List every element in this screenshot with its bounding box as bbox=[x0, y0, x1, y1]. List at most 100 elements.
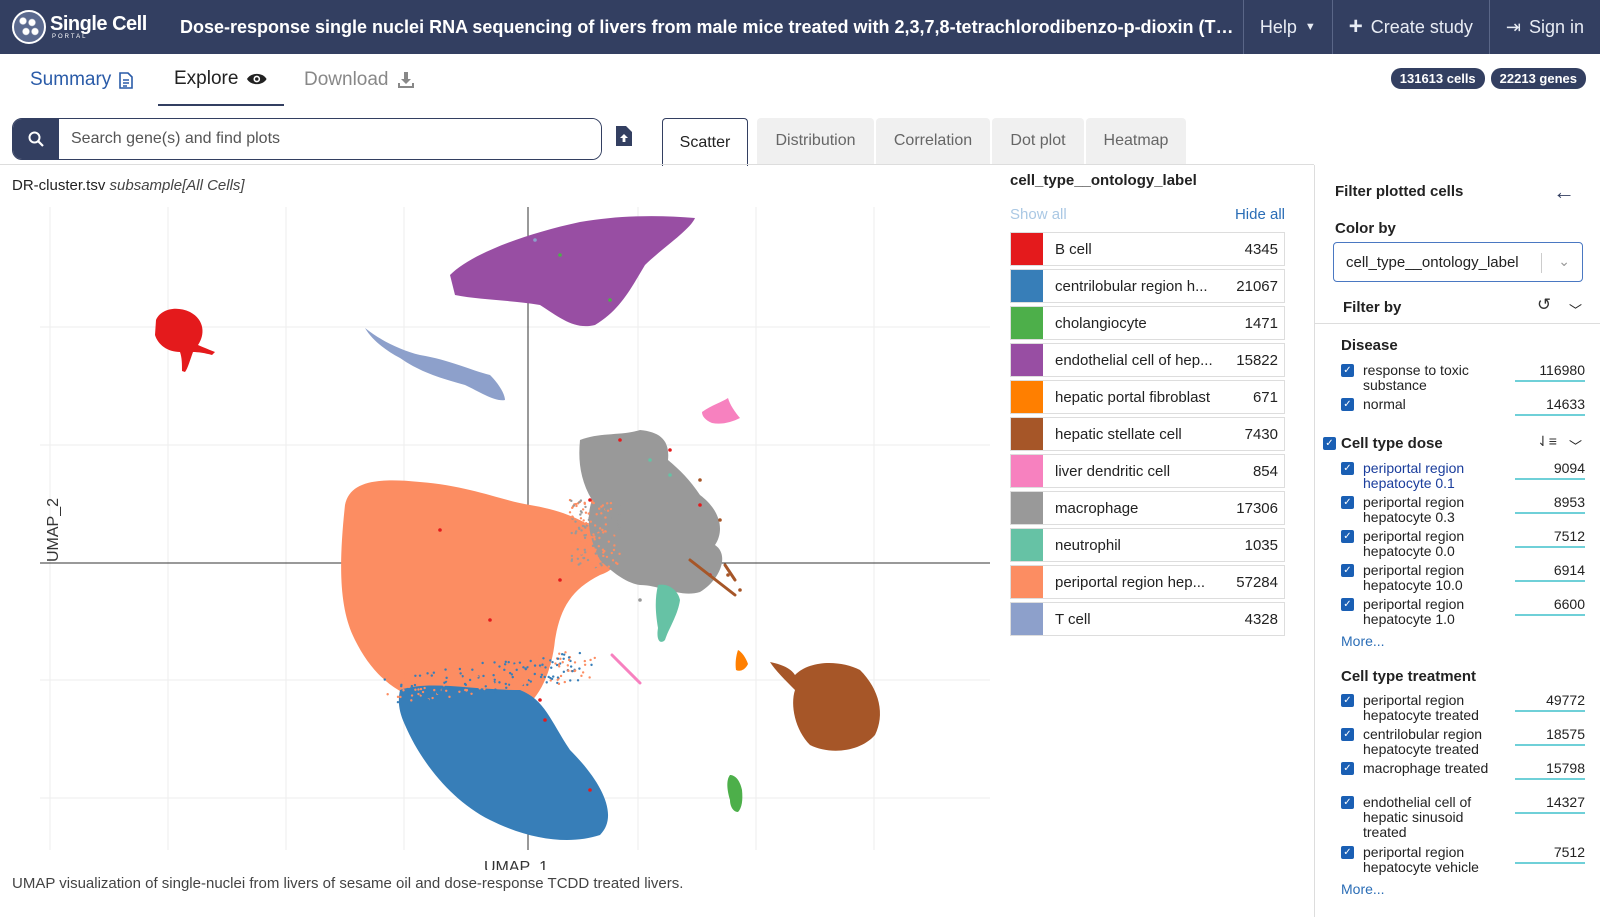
sign-in-button[interactable]: ⇥ Sign in bbox=[1489, 0, 1600, 54]
filter-option[interactable]: ✓ normal 14633 bbox=[1341, 397, 1591, 413]
legend-item[interactable]: neutrophil 1035 bbox=[1010, 528, 1285, 562]
filter-option[interactable]: ✓ periportal region hepatocyte 1.0 6600 bbox=[1341, 597, 1591, 629]
tab-correlation-label: Correlation bbox=[894, 132, 972, 150]
filter-option-label: periportal region hepatocyte 10.0 bbox=[1363, 563, 1508, 593]
tabs-divider bbox=[0, 164, 1314, 165]
legend-swatch bbox=[1011, 566, 1043, 598]
legend-swatch bbox=[1011, 492, 1043, 524]
filter-option-label: periportal region hepatocyte treated bbox=[1363, 693, 1508, 723]
filter-checkbox[interactable]: ✓ bbox=[1341, 462, 1354, 475]
filter-option[interactable]: ✓ periportal region hepatocyte 0.0 7512 bbox=[1341, 529, 1591, 561]
legend-item[interactable]: liver dendritic cell 854 bbox=[1010, 454, 1285, 488]
search-input[interactable] bbox=[59, 119, 601, 159]
portal-logo[interactable]: Single Cell PORTAL bbox=[0, 0, 176, 54]
tab-heatmap[interactable]: Heatmap bbox=[1086, 118, 1186, 164]
collapse-panel-button[interactable]: ← bbox=[1553, 179, 1575, 205]
legend-item[interactable]: macrophage 17306 bbox=[1010, 491, 1285, 525]
tab-summary-label: Summary bbox=[30, 69, 111, 91]
tab-scatter[interactable]: Scatter bbox=[662, 118, 748, 166]
logo-text: Single Cell bbox=[50, 14, 147, 34]
show-all-button[interactable]: Show all bbox=[1010, 206, 1067, 232]
filter-option[interactable]: ✓ periportal region hepatocyte 0.1 9094 bbox=[1341, 461, 1591, 493]
filter-checkbox[interactable]: ✓ bbox=[1341, 796, 1354, 809]
reset-filters-button[interactable]: ↺ bbox=[1537, 295, 1551, 315]
filter-checkbox[interactable]: ✓ bbox=[1341, 846, 1354, 859]
legend-item-count: 854 bbox=[1245, 463, 1284, 480]
sign-in-icon: ⇥ bbox=[1506, 17, 1521, 38]
filter-option[interactable]: ✓ response to toxic substance 116980 bbox=[1341, 363, 1591, 395]
filter-checkbox[interactable]: ✓ bbox=[1341, 564, 1354, 577]
umap-scatter-plot[interactable]: UMAP_1 UMAP_2 bbox=[0, 190, 990, 870]
filter-option[interactable]: ✓ endothelial cell of hepatic sinusoid tr… bbox=[1341, 795, 1591, 843]
study-title: Dose-response single nuclei RNA sequenci… bbox=[176, 17, 1243, 38]
dose-group-checkbox[interactable]: ✓ bbox=[1323, 437, 1336, 450]
tab-explore[interactable]: Explore bbox=[158, 54, 284, 106]
cluster-legend: cell_type__ontology_label Show all Hide … bbox=[1010, 172, 1285, 639]
file-upload-icon bbox=[616, 126, 632, 146]
tab-download[interactable]: Download bbox=[288, 54, 431, 106]
umap-clusters bbox=[155, 216, 880, 840]
color-by-select[interactable]: cell_type__ontology_label ⌄ bbox=[1333, 242, 1583, 282]
filter-checkbox[interactable]: ✓ bbox=[1341, 496, 1354, 509]
create-study-button[interactable]: + Create study bbox=[1332, 0, 1489, 54]
hide-all-button[interactable]: Hide all bbox=[1235, 206, 1285, 232]
help-menu-button[interactable]: Help ▼ bbox=[1243, 0, 1332, 54]
filter-option-count: 14327 bbox=[1515, 795, 1585, 814]
treatment-more-link[interactable]: More... bbox=[1341, 881, 1385, 897]
legend-swatch bbox=[1011, 233, 1043, 265]
filter-option-label: periportal region hepatocyte vehicle bbox=[1363, 845, 1508, 875]
filter-option[interactable]: ✓ periportal region hepatocyte 10.0 6914 bbox=[1341, 563, 1591, 595]
tab-summary[interactable]: Summary bbox=[14, 54, 149, 106]
legend-swatch bbox=[1011, 344, 1043, 376]
legend-swatch bbox=[1011, 270, 1043, 302]
filter-option[interactable]: ✓ macrophage treated 15798 bbox=[1341, 761, 1591, 793]
dose-group-title: Cell type dose bbox=[1341, 435, 1443, 452]
legend-item[interactable]: hepatic portal fibroblast 671 bbox=[1010, 380, 1285, 414]
filter-checkbox[interactable]: ✓ bbox=[1341, 728, 1354, 741]
filter-option[interactable]: ✓ centrilobular region hepatocyte treated… bbox=[1341, 727, 1591, 759]
filter-option[interactable]: ✓ periportal region hepatocyte vehicle 751… bbox=[1341, 845, 1591, 877]
filter-option-count: 18575 bbox=[1515, 727, 1585, 746]
filter-option-count: 15798 bbox=[1515, 761, 1585, 780]
legend-item[interactable]: B cell 4345 bbox=[1010, 232, 1285, 266]
legend-item[interactable]: centrilobular region h... 21067 bbox=[1010, 269, 1285, 303]
filter-checkbox[interactable]: ✓ bbox=[1341, 398, 1354, 411]
dose-more-link[interactable]: More... bbox=[1341, 633, 1385, 649]
create-study-label: Create study bbox=[1371, 17, 1473, 38]
chevron-down-icon: ﹀ bbox=[1569, 439, 1582, 454]
legend-item[interactable]: cholangiocyte 1471 bbox=[1010, 306, 1285, 340]
tab-dot-plot[interactable]: Dot plot bbox=[992, 118, 1084, 164]
filter-option-label: periportal region hepatocyte 0.0 bbox=[1363, 529, 1508, 559]
filter-checkbox[interactable]: ✓ bbox=[1341, 530, 1354, 543]
top-navbar: Single Cell PORTAL Dose-response single … bbox=[0, 0, 1600, 54]
filter-option-count: 9094 bbox=[1515, 461, 1585, 480]
tab-correlation[interactable]: Correlation bbox=[876, 118, 990, 164]
legend-item[interactable]: periportal region hep... 57284 bbox=[1010, 565, 1285, 599]
filter-checkbox[interactable]: ✓ bbox=[1341, 364, 1354, 377]
dose-collapse-button[interactable]: ﹀ bbox=[1569, 436, 1582, 455]
tab-download-label: Download bbox=[304, 69, 389, 91]
filter-panel-title: Filter plotted cells bbox=[1335, 183, 1463, 200]
legend-item-label: cholangiocyte bbox=[1043, 315, 1237, 332]
sort-button[interactable]: ⇃≡ bbox=[1537, 433, 1557, 450]
legend-item[interactable]: endothelial cell of hep... 15822 bbox=[1010, 343, 1285, 377]
filter-option[interactable]: ✓ periportal region hepatocyte 0.3 8953 bbox=[1341, 495, 1591, 527]
legend-swatch bbox=[1011, 603, 1043, 635]
tab-distribution[interactable]: Distribution bbox=[757, 118, 874, 164]
filter-option[interactable]: ✓ periportal region hepatocyte treated 497… bbox=[1341, 693, 1591, 725]
legend-item-label: hepatic stellate cell bbox=[1043, 426, 1237, 443]
legend-item[interactable]: hepatic stellate cell 7430 bbox=[1010, 417, 1285, 451]
legend-title: cell_type__ontology_label bbox=[1010, 172, 1285, 198]
upload-gene-list-button[interactable] bbox=[616, 126, 632, 152]
search-button[interactable] bbox=[13, 119, 59, 159]
filter-by-collapse-button[interactable]: ﹀ bbox=[1569, 300, 1582, 319]
legend-item-count: 17306 bbox=[1228, 500, 1284, 517]
filter-checkbox[interactable]: ✓ bbox=[1341, 762, 1354, 775]
filter-option-count: 116980 bbox=[1515, 363, 1585, 382]
study-tabs: Summary Explore Download 131613 cells 22… bbox=[0, 54, 1600, 108]
legend-item-count: 671 bbox=[1245, 389, 1284, 406]
eye-icon bbox=[246, 72, 268, 86]
filter-checkbox[interactable]: ✓ bbox=[1341, 598, 1354, 611]
filter-checkbox[interactable]: ✓ bbox=[1341, 694, 1354, 707]
legend-item[interactable]: T cell 4328 bbox=[1010, 602, 1285, 636]
